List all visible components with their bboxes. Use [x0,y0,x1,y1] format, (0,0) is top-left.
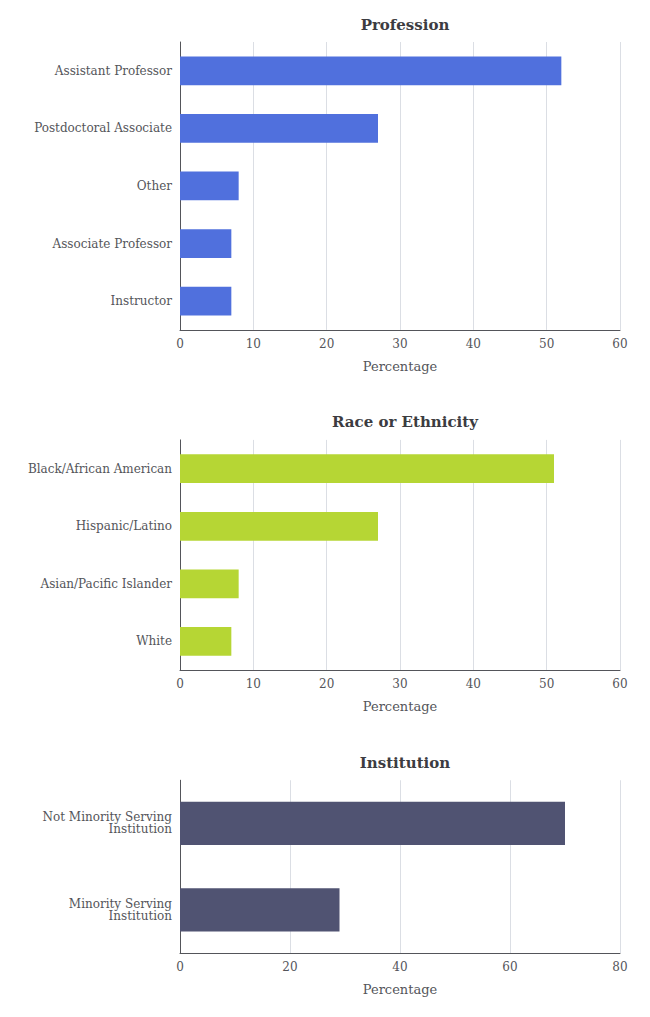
svg-text:30: 30 [392,337,407,351]
svg-text:60: 60 [612,337,627,351]
svg-text:0: 0 [176,337,184,351]
svg-text:Institution: Institution [109,909,173,923]
svg-text:10: 10 [246,337,261,351]
svg-text:Institution: Institution [109,822,173,836]
svg-text:Black/African American: Black/African American [28,462,172,476]
svg-text:40: 40 [466,337,481,351]
svg-text:Not Minority Serving: Not Minority Serving [42,810,172,825]
svg-text:20: 20 [319,337,334,351]
svg-text:White: White [136,634,172,648]
svg-text:Profession: Profession [361,16,450,34]
svg-text:Hispanic/Latino: Hispanic/Latino [76,519,172,533]
svg-text:80: 80 [612,960,627,974]
svg-text:40: 40 [392,960,407,974]
svg-text:20: 20 [319,677,334,691]
svg-text:0: 0 [176,677,184,691]
svg-text:Assistant Professor: Assistant Professor [54,64,172,78]
svg-text:Minority Serving: Minority Serving [68,896,172,911]
svg-text:Associate Professor: Associate Professor [51,237,172,251]
svg-text:40: 40 [466,677,481,691]
svg-text:Instructor: Instructor [111,294,173,308]
svg-text:10: 10 [246,677,261,691]
svg-text:Institution: Institution [360,754,450,772]
svg-text:50: 50 [539,677,554,691]
svg-text:0: 0 [176,960,184,974]
svg-text:30: 30 [392,677,407,691]
svg-text:Other: Other [137,179,172,193]
svg-text:50: 50 [539,337,554,351]
svg-text:60: 60 [502,960,517,974]
svg-text:Postdoctoral Associate: Postdoctoral Associate [34,121,172,135]
svg-text:Asian/Pacific Islander: Asian/Pacific Islander [39,577,172,591]
svg-text:Percentage: Percentage [363,359,438,374]
svg-text:60: 60 [612,677,627,691]
svg-text:Percentage: Percentage [363,982,438,997]
svg-text:Percentage: Percentage [363,699,438,714]
svg-text:20: 20 [282,960,297,974]
svg-text:Race or Ethnicity: Race or Ethnicity [332,413,479,431]
